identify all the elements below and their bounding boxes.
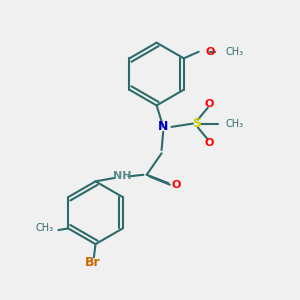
Text: N: N [158, 120, 168, 134]
Text: O: O [172, 180, 181, 190]
Text: NH: NH [113, 171, 131, 182]
Text: CH₃: CH₃ [225, 47, 243, 57]
Text: CH₃: CH₃ [226, 118, 244, 129]
Text: O: O [205, 99, 214, 109]
Text: CH₃: CH₃ [35, 224, 53, 233]
Text: O: O [206, 47, 215, 57]
Text: O: O [205, 138, 214, 148]
Text: Br: Br [84, 256, 100, 269]
Text: S: S [192, 117, 201, 130]
